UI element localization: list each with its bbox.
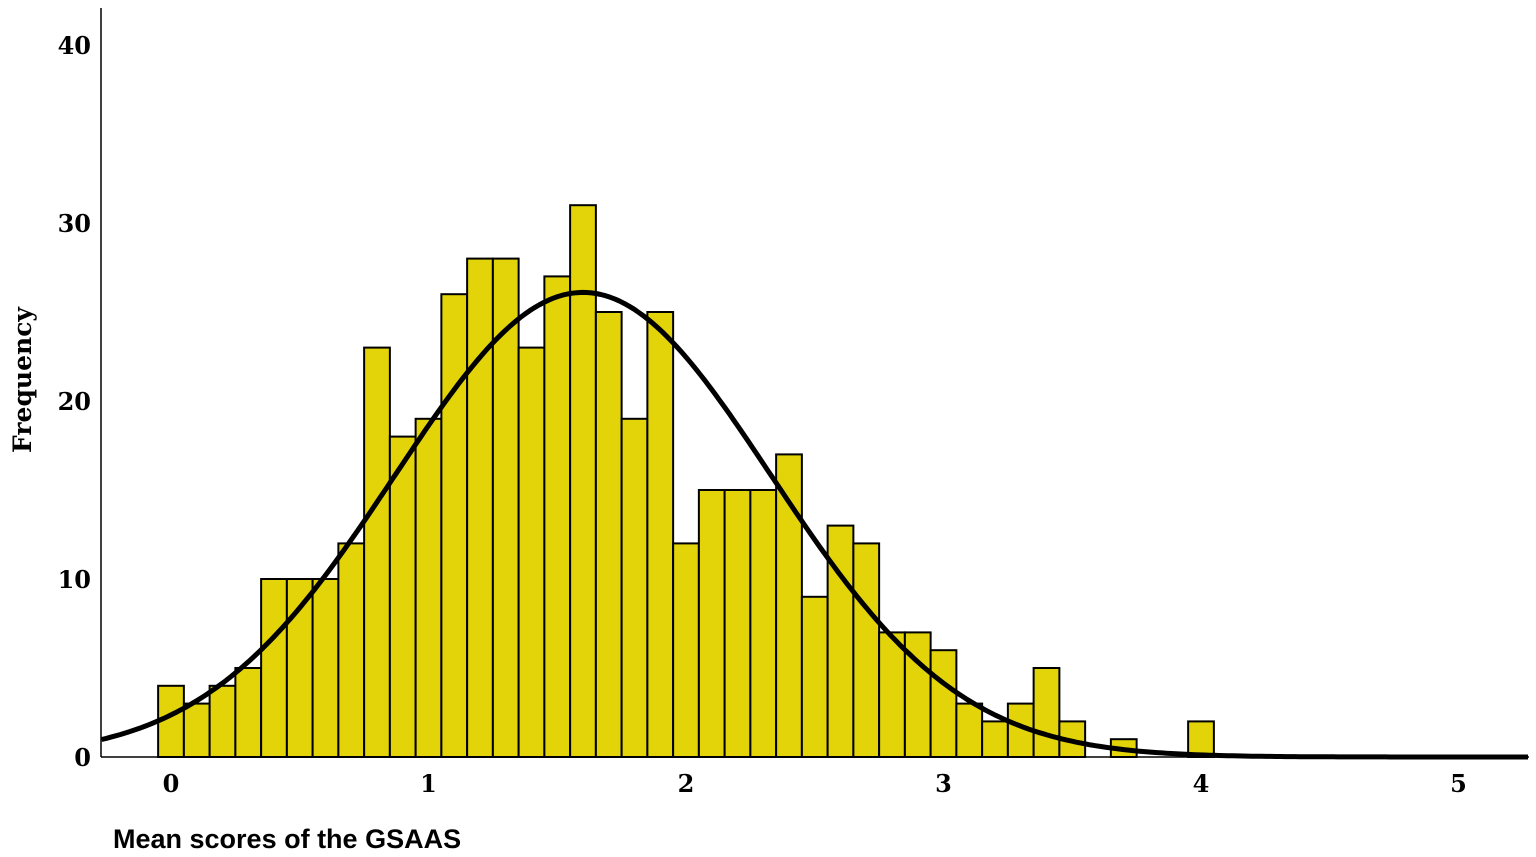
x-tick-label: 2 [678, 769, 695, 798]
x-axis-ticks: 0 1 2 3 4 5 [163, 769, 1467, 798]
y-tick-label: 30 [58, 209, 91, 238]
histogram-bar [517, 346, 546, 758]
histogram-bar [672, 542, 700, 759]
histogram-bar [800, 595, 829, 758]
histogram-bar [182, 702, 211, 758]
histogram-bar [363, 346, 391, 758]
histogram-bar [955, 702, 984, 758]
histogram-bar [388, 435, 417, 758]
x-tick-label: 4 [1193, 769, 1210, 798]
histogram-bar [337, 542, 366, 759]
histogram-bar [852, 542, 881, 759]
x-tick-label: 3 [935, 769, 952, 798]
histogram-bar [723, 489, 752, 758]
histogram-bar [466, 257, 494, 758]
histogram-bar [440, 293, 469, 758]
histogram-bar [878, 631, 906, 759]
histogram-bar [569, 204, 597, 758]
histogram-bar [594, 311, 623, 758]
histogram-bar [1032, 667, 1061, 758]
y-tick-label: 20 [58, 387, 91, 416]
x-tick-label: 5 [1450, 769, 1467, 798]
y-axis-title: Frequency [8, 306, 37, 453]
histogram-bar [234, 667, 263, 758]
histogram-bar [929, 649, 958, 759]
y-axis-ticks: 0 10 20 30 40 [58, 31, 91, 772]
x-axis-title: Mean scores of the GSAAS [113, 824, 461, 854]
x-tick-label: 0 [163, 769, 180, 798]
y-tick-label: 40 [58, 31, 91, 60]
histogram-bar [260, 578, 288, 758]
histogram-bar [543, 275, 572, 758]
x-tick-label: 1 [420, 769, 437, 798]
histogram-bar [311, 578, 340, 758]
histogram-bar [981, 720, 1009, 759]
histogram-bar [697, 489, 726, 758]
histogram-bar [414, 417, 443, 758]
histogram-bar [646, 311, 675, 758]
histogram-bar [749, 489, 778, 758]
histogram-bars [157, 204, 1215, 759]
y-tick-label: 10 [58, 565, 91, 594]
histogram-bar [1187, 720, 1215, 759]
histogram-bar [620, 417, 649, 758]
y-tick-label: 0 [74, 743, 91, 772]
histogram-bar [208, 684, 237, 758]
